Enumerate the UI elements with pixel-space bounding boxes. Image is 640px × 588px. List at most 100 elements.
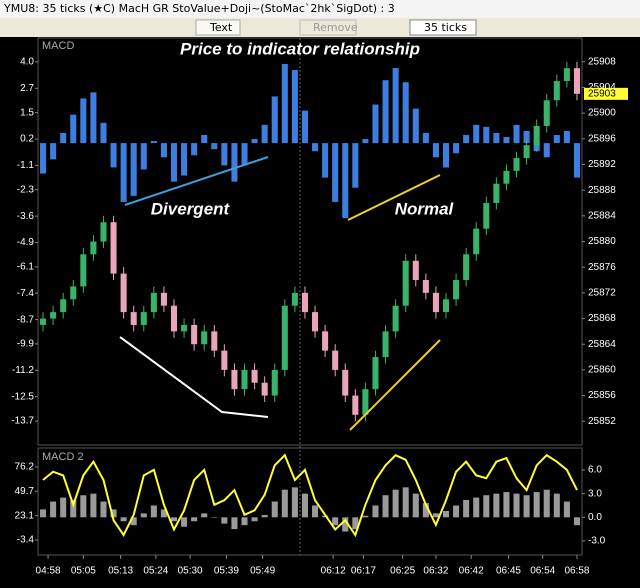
histogram-bar [100, 122, 107, 144]
y2-tick-label: 6.0 [588, 465, 602, 476]
y2-tick-label: 25876 [588, 262, 616, 273]
text-button[interactable] [195, 19, 241, 36]
x-tick-label: 05:39 [214, 566, 239, 577]
normal-line [347, 174, 441, 221]
histogram-bar [322, 143, 329, 178]
candle-body [201, 331, 208, 345]
remove-button-label[interactable]: Remove [313, 21, 358, 34]
histogram-bar [90, 92, 97, 144]
histogram-bar [362, 139, 369, 144]
remove-button[interactable] [299, 19, 357, 36]
annotation: Divergent [151, 199, 231, 218]
histogram-bar [473, 124, 480, 144]
y-tick-label: 49.7 [15, 486, 35, 497]
candle-body [70, 286, 77, 300]
candle-body [130, 312, 137, 325]
candle-body [291, 292, 298, 306]
histogram-bar [402, 487, 409, 518]
y2-tick-label: 25860 [588, 365, 616, 376]
histogram-bar [412, 108, 419, 144]
histogram-bar [493, 132, 500, 144]
histogram-bar [50, 501, 57, 518]
y-tick-label: -8.7 [17, 314, 35, 325]
interval-select[interactable] [409, 19, 477, 36]
y2-tick-label: 25888 [588, 185, 616, 196]
histogram-bar [50, 143, 57, 160]
y2-tick-label: 25852 [588, 416, 616, 427]
candle-body [442, 299, 450, 313]
histogram-bar [402, 82, 409, 144]
last-price-box [584, 87, 628, 100]
histogram-bar [513, 124, 520, 144]
y2-tick-label: 25900 [588, 108, 616, 119]
interval-label[interactable]: 35 ticks [424, 21, 467, 34]
plot-layer: 4.0 2.7 1.5 0.2 -1.1 -2.3 -3.6 -4.9 -6.1 -7.4 -8.7… [11, 56, 628, 577]
histogram-bar [523, 495, 530, 518]
histogram-bar [312, 505, 319, 518]
y2-tick-label: 25872 [588, 287, 616, 298]
histogram-bar [291, 70, 298, 144]
histogram-bar [422, 132, 429, 144]
indicator-line [42, 453, 578, 538]
histogram-bar [362, 515, 369, 518]
histogram-bar [553, 134, 560, 144]
histogram-bar [160, 143, 167, 158]
histogram-bar [140, 143, 147, 170]
histogram-bar [432, 513, 439, 518]
text-button-label[interactable]: Text [209, 21, 233, 34]
histogram-bar [382, 495, 389, 518]
histogram-bar [201, 134, 208, 144]
histogram-bar [473, 497, 480, 518]
candle-body [503, 170, 510, 184]
histogram-bar [483, 126, 490, 144]
y-tick-label: 23.1 [15, 510, 35, 521]
panel-label: MACD [42, 40, 74, 52]
x-tick-label: 06:25 [390, 566, 415, 577]
x-tick-label: 05:49 [250, 566, 275, 577]
histogram-bar [271, 96, 278, 144]
histogram-bar [301, 493, 308, 518]
histogram-bar [392, 489, 399, 518]
candle-body [553, 81, 560, 101]
histogram-bar [231, 143, 238, 182]
candle-body [160, 292, 167, 306]
histogram-bar [573, 143, 580, 178]
histogram-bar [432, 143, 439, 158]
candle-body [261, 382, 268, 396]
histogram-bar [251, 139, 258, 144]
candle-body [231, 369, 238, 390]
histogram-bar [90, 493, 97, 518]
histogram-bar [160, 509, 167, 518]
candle-body [241, 369, 248, 390]
x-tick-label: 05:13 [108, 566, 133, 577]
x-tick-label: 06:45 [496, 566, 521, 577]
chart-title: Price to indicator relationship [180, 39, 420, 58]
histogram-bar [80, 98, 87, 144]
y2-tick-label: 25856 [588, 390, 616, 401]
y2-tick-label: 25896 [588, 133, 616, 144]
candle-body [80, 254, 87, 287]
candle-body [191, 324, 198, 345]
histogram-bar [130, 517, 137, 526]
histogram-bar [301, 110, 308, 144]
candle-body [382, 331, 389, 358]
candle-body [473, 228, 480, 255]
histogram-bar [453, 143, 460, 154]
y2-tick-label: 25908 [588, 56, 616, 67]
histogram-bar [372, 104, 379, 144]
candle-body [251, 369, 258, 383]
candle-body [271, 369, 278, 396]
candle-body [513, 158, 520, 171]
panel-label: MACD 2 [42, 451, 84, 463]
histogram-bar [503, 137, 510, 144]
window-title: YMU8: 35 ticks (★C) MacH GR StoValue+Doj… [3, 2, 395, 15]
y-tick-label: 4.0 [20, 57, 34, 68]
histogram-bar [261, 514, 268, 518]
x-tick-label: 05:05 [71, 566, 96, 577]
histogram-bar [543, 143, 550, 158]
histogram-bar [110, 509, 117, 518]
y-tick-label: -12.5 [11, 391, 34, 402]
histogram-bar [271, 501, 278, 518]
